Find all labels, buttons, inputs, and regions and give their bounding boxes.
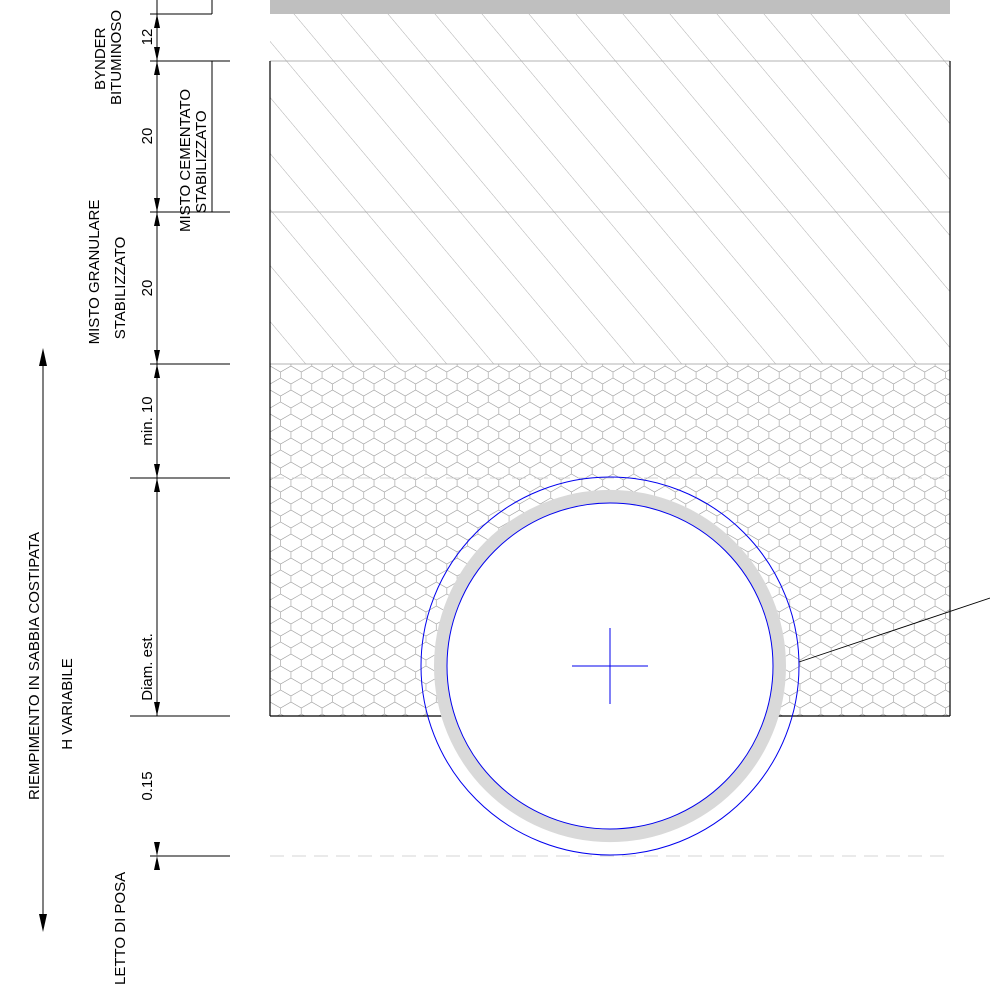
dim-letto-di-posa: 0.15	[139, 771, 156, 800]
label-sand-fill: RIEMPIMENTO IN SABBIA COSTIPATA	[26, 532, 43, 800]
dim-misto-granulare: 20	[139, 280, 156, 297]
misto-granulare-layer	[270, 212, 950, 364]
label-bynder-line1: BYNDER	[92, 27, 109, 90]
label-letto-di-posa: LETTO DI POSA	[112, 872, 129, 985]
pipe	[420, 476, 800, 856]
wearing-course-band	[270, 0, 950, 14]
label-cementato-line2: STABILIZZATO	[193, 110, 210, 213]
bynder-layer	[270, 14, 950, 61]
dim-diam-est: Diam. est.	[139, 633, 156, 701]
pipe-leader-line	[798, 597, 990, 663]
label-cementato-line1: MISTO CEMENTATO	[177, 89, 194, 232]
label-bynder-line2: BITUMINOSO	[108, 10, 125, 105]
pipe-outer-edge	[420, 476, 800, 856]
pipe-inner-edge	[446, 502, 774, 830]
dim-misto-cementato: 20	[139, 128, 156, 145]
h-variable-arrow-top	[39, 348, 47, 366]
dim-bynder: 12	[139, 29, 156, 46]
label-h-variabile: H VARIABILE	[59, 658, 76, 749]
misto-cementato-layer	[270, 61, 950, 212]
dim-min-10: min. 10	[139, 396, 156, 445]
label-granulare-line1: MISTO GRANULARE	[86, 200, 103, 345]
label-granulare-line2: STABILIZZATO	[112, 237, 129, 340]
h-variable-arrow-bottom	[39, 914, 47, 932]
